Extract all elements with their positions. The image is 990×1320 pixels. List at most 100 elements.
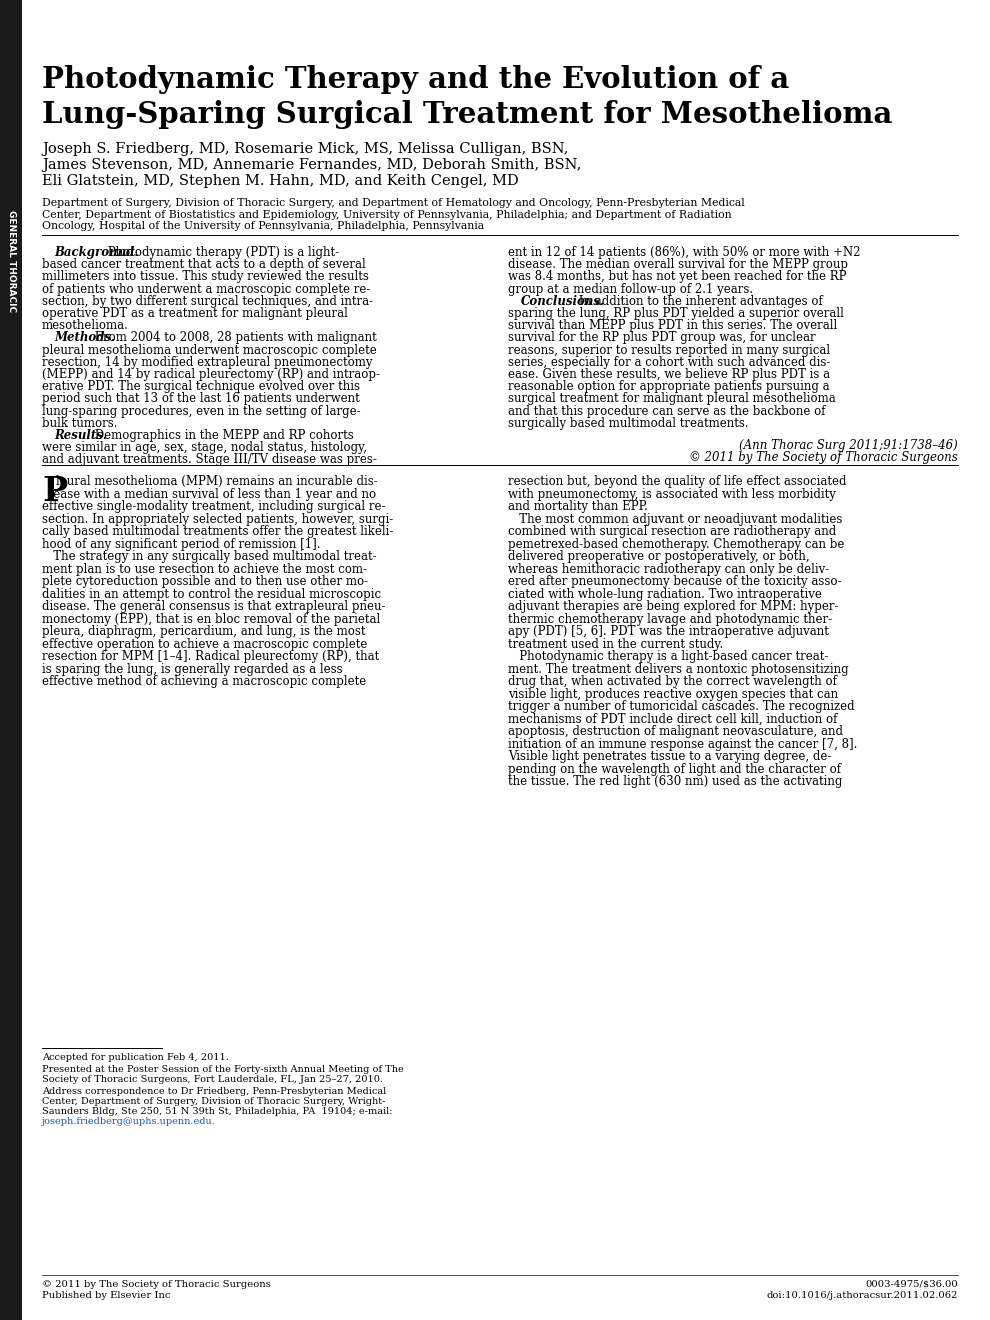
Text: doi:10.1016/j.athoracsur.2011.02.062: doi:10.1016/j.athoracsur.2011.02.062 [766, 1291, 958, 1299]
Text: disease. The general consensus is that extrapleural pneu-: disease. The general consensus is that e… [42, 601, 385, 614]
Text: Published by Elsevier Inc: Published by Elsevier Inc [42, 1291, 170, 1299]
Text: trigger a number of tumoricidal cascades. The recognized: trigger a number of tumoricidal cascades… [508, 700, 854, 713]
Text: whereas hemithoracic radiotherapy can only be deliv-: whereas hemithoracic radiotherapy can on… [508, 562, 830, 576]
Text: Joseph S. Friedberg, MD, Rosemarie Mick, MS, Melissa Culligan, BSN,: Joseph S. Friedberg, MD, Rosemarie Mick,… [42, 143, 568, 156]
Text: Eli Glatstein, MD, Stephen M. Hahn, MD, and Keith Cengel, MD: Eli Glatstein, MD, Stephen M. Hahn, MD, … [42, 174, 519, 187]
Text: Society of Thoracic Surgeons, Fort Lauderdale, FL, Jan 25–27, 2010.: Society of Thoracic Surgeons, Fort Laude… [42, 1074, 383, 1084]
Text: lung-sparing procedures, even in the setting of large-: lung-sparing procedures, even in the set… [42, 405, 360, 417]
Text: cally based multimodal treatments offer the greatest likeli-: cally based multimodal treatments offer … [42, 525, 393, 539]
Text: apoptosis, destruction of malignant neovasculature, and: apoptosis, destruction of malignant neov… [508, 725, 843, 738]
Text: delivered preoperative or postoperatively, or both,: delivered preoperative or postoperativel… [508, 550, 810, 564]
Text: ease with a median survival of less than 1 year and no: ease with a median survival of less than… [42, 487, 376, 500]
Text: ered after pneumonectomy because of the toxicity asso-: ered after pneumonectomy because of the … [508, 576, 842, 589]
Text: resection but, beyond the quality of life effect associated: resection but, beyond the quality of lif… [508, 475, 846, 488]
Text: Demographics in the MEPP and RP cohorts: Demographics in the MEPP and RP cohorts [91, 429, 353, 442]
Text: effective operation to achieve a macroscopic complete: effective operation to achieve a macrosc… [42, 638, 367, 651]
Text: group at a median follow-up of 2.1 years.: group at a median follow-up of 2.1 years… [508, 282, 753, 296]
Text: pleural mesothelioma underwent macroscopic complete: pleural mesothelioma underwent macroscop… [42, 343, 377, 356]
Text: section. In appropriately selected patients, however, surgi-: section. In appropriately selected patie… [42, 512, 393, 525]
Text: ment plan is to use resection to achieve the most com-: ment plan is to use resection to achieve… [42, 562, 367, 576]
Text: Conclusions.: Conclusions. [521, 294, 605, 308]
Text: resection, 14 by modified extrapleural pneumonectomy: resection, 14 by modified extrapleural p… [42, 356, 372, 368]
Text: monectomy (EPP), that is en bloc removal of the parietal: monectomy (EPP), that is en bloc removal… [42, 612, 380, 626]
Text: effective method of achieving a macroscopic complete: effective method of achieving a macrosco… [42, 676, 366, 688]
Text: © 2011 by The Society of Thoracic Surgeons: © 2011 by The Society of Thoracic Surgeo… [689, 451, 958, 465]
Text: pleura, diaphragm, pericardium, and lung, is the most: pleura, diaphragm, pericardium, and lung… [42, 626, 365, 638]
Text: survival for the RP plus PDT group was, for unclear: survival for the RP plus PDT group was, … [508, 331, 816, 345]
Text: In addition to the inherent advantages of: In addition to the inherent advantages o… [574, 294, 823, 308]
Text: ment. The treatment delivers a nontoxic photosensitizing: ment. The treatment delivers a nontoxic … [508, 663, 848, 676]
Text: combined with surgical resection are radiotherapy and: combined with surgical resection are rad… [508, 525, 837, 539]
Text: bulk tumors.: bulk tumors. [42, 417, 118, 430]
Text: survival than MEPP plus PDT in this series. The overall: survival than MEPP plus PDT in this seri… [508, 319, 838, 333]
Text: plete cytoreduction possible and to then use other mo-: plete cytoreduction possible and to then… [42, 576, 368, 589]
Text: surgically based multimodal treatments.: surgically based multimodal treatments. [508, 417, 748, 430]
Text: and adjuvant treatments. Stage III/TV disease was pres-: and adjuvant treatments. Stage III/TV di… [42, 453, 377, 466]
Text: operative PDT as a treatment for malignant pleural: operative PDT as a treatment for maligna… [42, 308, 347, 319]
Text: Saunders Bldg, Ste 250, 51 N 39th St, Philadelphia, PA  19104; e-mail:: Saunders Bldg, Ste 250, 51 N 39th St, Ph… [42, 1107, 392, 1115]
Text: effective single-modality treatment, including surgical re-: effective single-modality treatment, inc… [42, 500, 385, 513]
Text: Center, Department of Surgery, Division of Thoracic Surgery, Wright-: Center, Department of Surgery, Division … [42, 1097, 385, 1106]
Text: surgical treatment for malignant pleural mesothelioma: surgical treatment for malignant pleural… [508, 392, 836, 405]
Text: section, by two different surgical techniques, and intra-: section, by two different surgical techn… [42, 294, 373, 308]
Text: ease. Given these results, we believe RP plus PDT is a: ease. Given these results, we believe RP… [508, 368, 831, 381]
Text: P: P [42, 475, 67, 508]
Text: dalities in an attempt to control the residual microscopic: dalities in an attempt to control the re… [42, 587, 381, 601]
Text: Photodynamic Therapy and the Evolution of a: Photodynamic Therapy and the Evolution o… [42, 65, 789, 94]
Text: treatment used in the current study.: treatment used in the current study. [508, 638, 724, 651]
Text: Results.: Results. [54, 429, 108, 442]
Text: reasons, superior to results reported in many surgical: reasons, superior to results reported in… [508, 343, 831, 356]
Text: was 8.4 months, but has not yet been reached for the RP: was 8.4 months, but has not yet been rea… [508, 271, 846, 284]
Text: visible light, produces reactive oxygen species that can: visible light, produces reactive oxygen … [508, 688, 839, 701]
Text: resection for MPM [1–4]. Radical pleurectomy (RP), that: resection for MPM [1–4]. Radical pleurec… [42, 651, 379, 663]
Text: The strategy in any surgically based multimodal treat-: The strategy in any surgically based mul… [42, 550, 376, 564]
Text: mechanisms of PDT include direct cell kill, induction of: mechanisms of PDT include direct cell ki… [508, 713, 838, 726]
Text: were similar in age, sex, stage, nodal status, histology,: were similar in age, sex, stage, nodal s… [42, 441, 367, 454]
Text: apy (PDT) [5, 6]. PDT was the intraoperative adjuvant: apy (PDT) [5, 6]. PDT was the intraopera… [508, 626, 829, 638]
Text: millimeters into tissue. This study reviewed the results: millimeters into tissue. This study revi… [42, 271, 369, 284]
Text: pemetrexed-based chemotherapy. Chemotherapy can be: pemetrexed-based chemotherapy. Chemother… [508, 537, 844, 550]
Text: Department of Surgery, Division of Thoracic Surgery, and Department of Hematolog: Department of Surgery, Division of Thora… [42, 198, 744, 209]
Text: with pneumonectomy, is associated with less morbidity: with pneumonectomy, is associated with l… [508, 487, 836, 500]
Text: Background.: Background. [54, 246, 140, 259]
Text: disease. The median overall survival for the MEPP group: disease. The median overall survival for… [508, 259, 848, 271]
Text: Oncology, Hospital of the University of Pennsylvania, Philadelphia, Pennsylvania: Oncology, Hospital of the University of … [42, 220, 484, 231]
Text: Photodynamic therapy is a light-based cancer treat-: Photodynamic therapy is a light-based ca… [508, 651, 829, 663]
Text: sparing the lung, RP plus PDT yielded a superior overall: sparing the lung, RP plus PDT yielded a … [508, 308, 843, 319]
Text: Lung-Sparing Surgical Treatment for Mesothelioma: Lung-Sparing Surgical Treatment for Meso… [42, 100, 892, 129]
Bar [0, 0, 22, 1320]
Text: period such that 13 of the last 16 patients underwent: period such that 13 of the last 16 patie… [42, 392, 359, 405]
Text: GENERAL THORACIC: GENERAL THORACIC [7, 210, 16, 312]
Text: reasonable option for appropriate patients pursuing a: reasonable option for appropriate patien… [508, 380, 830, 393]
Text: and mortality than EPP.: and mortality than EPP. [508, 500, 647, 513]
Text: mesothelioma.: mesothelioma. [42, 319, 129, 333]
Text: Accepted for publication Feb 4, 2011.: Accepted for publication Feb 4, 2011. [42, 1053, 229, 1063]
Text: Photodynamic therapy (PDT) is a light-: Photodynamic therapy (PDT) is a light- [104, 246, 340, 259]
Text: initiation of an immune response against the cancer [7, 8].: initiation of an immune response against… [508, 738, 857, 751]
Text: of patients who underwent a macroscopic complete re-: of patients who underwent a macroscopic … [42, 282, 370, 296]
Text: series, especially for a cohort with such advanced dis-: series, especially for a cohort with suc… [508, 356, 831, 368]
Text: 0003-4975/$36.00: 0003-4975/$36.00 [865, 1280, 958, 1290]
Text: Visible light penetrates tissue to a varying degree, de-: Visible light penetrates tissue to a var… [508, 750, 832, 763]
Text: Address correspondence to Dr Friedberg, Penn-Presbyterian Medical: Address correspondence to Dr Friedberg, … [42, 1086, 386, 1096]
Text: ciated with whole-lung radiation. Two intraoperative: ciated with whole-lung radiation. Two in… [508, 587, 822, 601]
Text: the tissue. The red light (630 nm) used as the activating: the tissue. The red light (630 nm) used … [508, 775, 842, 788]
Text: pending on the wavelength of light and the character of: pending on the wavelength of light and t… [508, 763, 841, 776]
Text: Presented at the Poster Session of the Forty-sixth Annual Meeting of The: Presented at the Poster Session of the F… [42, 1065, 404, 1074]
Text: From 2004 to 2008, 28 patients with malignant: From 2004 to 2008, 28 patients with mali… [91, 331, 376, 345]
Text: hood of any significant period of remission [1].: hood of any significant period of remiss… [42, 537, 321, 550]
Text: (Ann Thorac Surg 2011;91:1738–46): (Ann Thorac Surg 2011;91:1738–46) [740, 440, 958, 451]
Text: Methods.: Methods. [54, 331, 116, 345]
Text: James Stevenson, MD, Annemarie Fernandes, MD, Deborah Smith, BSN,: James Stevenson, MD, Annemarie Fernandes… [42, 158, 581, 172]
Text: joseph.friedberg@uphs.upenn.edu.: joseph.friedberg@uphs.upenn.edu. [42, 1117, 216, 1126]
Text: drug that, when activated by the correct wavelength of: drug that, when activated by the correct… [508, 676, 837, 688]
Text: ent in 12 of 14 patients (86%), with 50% or more with +N2: ent in 12 of 14 patients (86%), with 50%… [508, 246, 860, 259]
Text: The most common adjuvant or neoadjuvant modalities: The most common adjuvant or neoadjuvant … [508, 512, 842, 525]
Text: adjuvant therapies are being explored for MPM: hyper-: adjuvant therapies are being explored fo… [508, 601, 839, 614]
Text: thermic chemotherapy lavage and photodynamic ther-: thermic chemotherapy lavage and photodyn… [508, 612, 833, 626]
Text: (MEPP) and 14 by radical pleurectomy (RP) and intraop-: (MEPP) and 14 by radical pleurectomy (RP… [42, 368, 380, 381]
Text: is sparing the lung, is generally regarded as a less: is sparing the lung, is generally regard… [42, 663, 343, 676]
Text: Center, Department of Biostatistics and Epidemiology, University of Pennsylvania: Center, Department of Biostatistics and … [42, 210, 732, 219]
Text: © 2011 by The Society of Thoracic Surgeons: © 2011 by The Society of Thoracic Surgeo… [42, 1280, 270, 1290]
Text: leural mesothelioma (MPM) remains an incurable dis-: leural mesothelioma (MPM) remains an inc… [56, 475, 378, 488]
